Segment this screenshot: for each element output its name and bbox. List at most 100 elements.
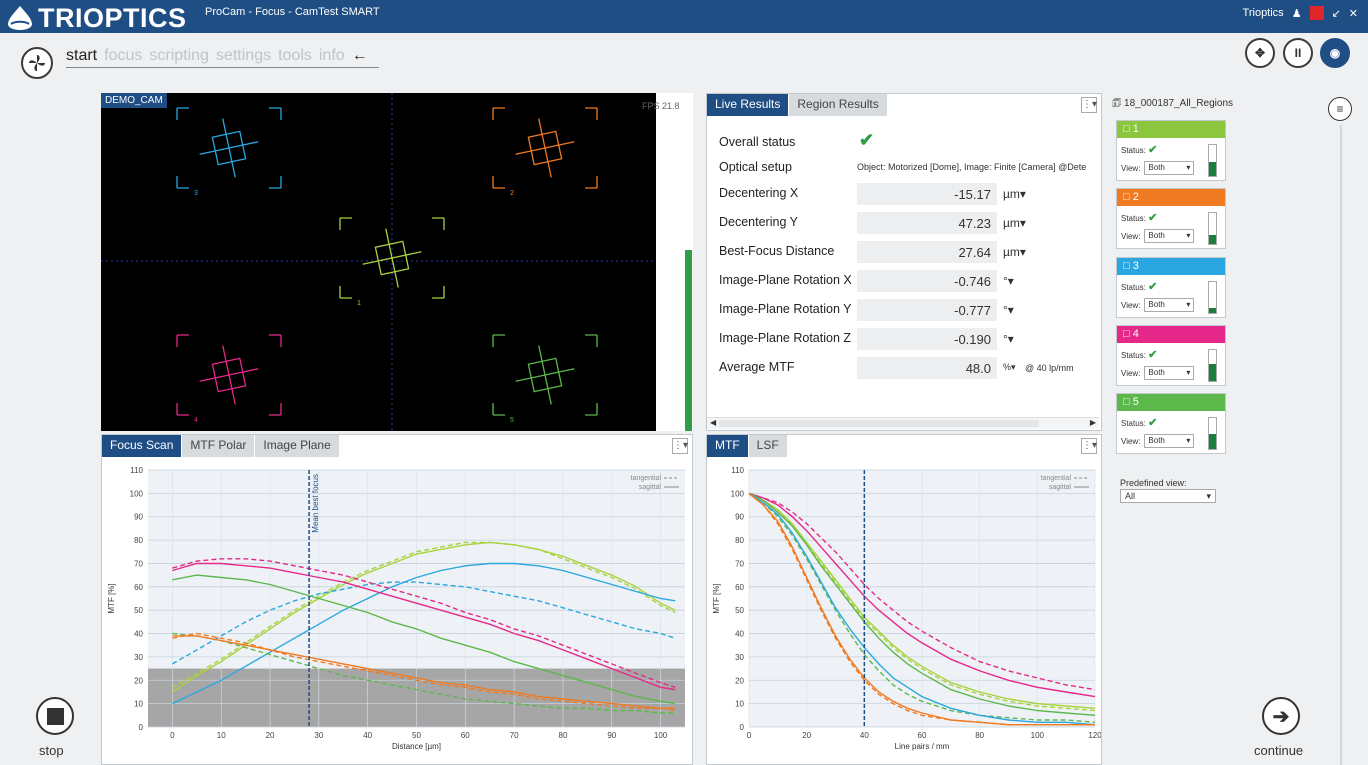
menu-scripting[interactable]: scripting [149, 47, 209, 64]
tab-mtf-polar[interactable]: MTF Polar [182, 435, 256, 457]
region-card-4[interactable]: □ 4 Status: ✔ View: Both ▾ [1116, 325, 1226, 386]
best-focus-unit[interactable]: µm▾ [1003, 245, 1026, 259]
stop-button[interactable] [36, 697, 74, 735]
region-card-5[interactable]: □ 5 Status: ✔ View: Both ▾ [1116, 393, 1226, 454]
menu-tools[interactable]: tools [278, 47, 312, 64]
region-status-label: Status: [1121, 146, 1146, 155]
y-tick-label: 50 [735, 606, 744, 615]
chevron-down-icon: ▾ [1186, 163, 1191, 172]
series-line [748, 492, 1096, 691]
region-header-3: □ 3 [1117, 258, 1225, 275]
predefined-view-select[interactable]: All ▾ [1120, 489, 1216, 503]
tab-focus-scan[interactable]: Focus Scan [102, 435, 183, 457]
rotation-x-label: Image-Plane Rotation X [719, 273, 852, 287]
x-tick-label: 90 [607, 731, 616, 740]
average-mtf-unit[interactable]: %▾ [1003, 362, 1016, 372]
region-view-select-4[interactable]: Both ▾ [1144, 366, 1195, 380]
chevron-down-icon: ▾ [1206, 491, 1211, 501]
region-view-value: Both [1148, 163, 1165, 172]
region-file-name: 18_000187_All_Regions [1124, 98, 1234, 109]
tab-mtf[interactable]: MTF [707, 435, 749, 457]
decentering-y-value: 47.23 [857, 212, 997, 234]
scroll-right-icon[interactable]: ▶ [1089, 418, 1096, 427]
y-tick-label: 40 [134, 630, 143, 639]
best-focus-value: 27.64 [857, 241, 997, 263]
x-tick-label: 30 [314, 731, 323, 740]
series-line [172, 558, 676, 688]
scroll-thumb[interactable] [719, 420, 1039, 427]
menu-start[interactable]: start [66, 47, 98, 64]
menu-info[interactable]: info [318, 47, 345, 64]
y-tick-label: 30 [134, 653, 143, 662]
panel-menu-icon[interactable]: ⋮▾ [1081, 438, 1097, 454]
rotation-x-unit[interactable]: °▾ [1003, 274, 1014, 288]
focus-scan-chart[interactable]: 0 10 20 30 40 50 60 70 80 90 100 110 0 10 20 30 40 50 60 70… [102, 458, 692, 765]
region-card-2[interactable]: □ 2 Status: ✔ View: Both ▾ [1116, 188, 1226, 249]
y-tick-label: 90 [134, 513, 143, 522]
alert-indicator[interactable] [1309, 6, 1324, 20]
camera-view[interactable]: 3 2 1 4 5 DEMO_CAM FPS 21.8 [101, 93, 693, 431]
x-tick-label: 0 [747, 731, 752, 740]
target-crosshair [515, 345, 575, 405]
legend-tangential: tangential [1041, 475, 1072, 482]
rotation-z-unit[interactable]: °▾ [1003, 332, 1014, 346]
decentering-y-unit[interactable]: µm▾ [1003, 216, 1026, 230]
series-line [172, 632, 676, 714]
camera-level-bar [685, 250, 692, 431]
right-scroll-track[interactable] [1340, 125, 1342, 765]
back-arrow-icon[interactable]: ← [351, 47, 368, 64]
region-id-1: 1 [1132, 123, 1139, 135]
user-name[interactable]: Trioptics [1242, 7, 1284, 19]
region-header-5: □ 5 [1117, 394, 1225, 411]
menu-underline [66, 67, 379, 68]
scroll-left-icon[interactable]: ◀ [710, 418, 717, 427]
home-fan-button[interactable] [21, 47, 53, 79]
region-view-label: View: [1121, 163, 1141, 173]
menu-settings[interactable]: settings [215, 47, 272, 64]
target-label: 3 [194, 190, 198, 197]
region-view-select-2[interactable]: Both ▾ [1144, 229, 1195, 243]
continue-button[interactable]: ➔ [1262, 697, 1300, 735]
region-file[interactable]: 🗊 18_000187_All_Regions [1112, 96, 1233, 113]
tab-lsf[interactable]: LSF [748, 435, 788, 457]
region-meter-fill [1209, 162, 1216, 176]
camera-button[interactable]: ◉ [1320, 38, 1350, 68]
region-view-select-3[interactable]: Both ▾ [1144, 298, 1195, 312]
tab-region-results[interactable]: Region Results [789, 94, 888, 116]
y-tick-label: 80 [134, 536, 143, 545]
camera-icon: ◉ [1329, 46, 1341, 60]
series-line [172, 562, 676, 691]
region-view-label: View: [1121, 368, 1141, 378]
horizontal-scrollbar[interactable]: ◀ ▶ [707, 417, 1099, 429]
tab-image-plane[interactable]: Image Plane [255, 435, 340, 457]
target-label: 5 [510, 417, 514, 424]
mtf-chart[interactable]: 0 10 20 30 40 50 60 70 80 90 100 110 0 20 40 60 80 100 120… [707, 458, 1101, 765]
rotation-y-unit[interactable]: °▾ [1003, 303, 1014, 317]
decentering-x-value: -15.17 [857, 183, 997, 205]
series-line [748, 492, 1096, 716]
menu-focus[interactable]: focus [104, 47, 143, 64]
y-tick-label: 110 [731, 466, 744, 475]
list-menu-button[interactable]: ≡ [1328, 97, 1352, 121]
stop-label: stop [39, 743, 64, 758]
panel-menu-icon[interactable]: ⋮▾ [672, 438, 688, 454]
region-view-select-1[interactable]: Both ▾ [1144, 161, 1195, 175]
legend-tangential: tangential [631, 475, 662, 482]
region-card-1[interactable]: □ 1 Status: ✔ View: Both ▾ [1116, 120, 1226, 181]
region-view-select-5[interactable]: Both ▾ [1144, 434, 1195, 448]
restore-icon[interactable]: ↙ [1331, 7, 1341, 20]
tab-live-results[interactable]: Live Results [707, 94, 790, 116]
x-tick-label: 70 [510, 731, 519, 740]
decentering-x-unit[interactable]: µm▾ [1003, 187, 1026, 201]
region-view-3: View: Both ▾ [1121, 298, 1195, 312]
region-card-3[interactable]: □ 3 Status: ✔ View: Both ▾ [1116, 257, 1226, 318]
panel-menu-icon[interactable]: ⋮▾ [1081, 97, 1097, 113]
region-view-label: View: [1121, 231, 1141, 241]
target-bracket [176, 334, 282, 416]
close-icon[interactable]: ✕ [1348, 7, 1358, 20]
move-button[interactable]: ✥ [1245, 38, 1275, 68]
region-status-2: Status: ✔ [1121, 211, 1157, 224]
region-header-1: □ 1 [1117, 121, 1225, 138]
x-tick-label: 10 [217, 731, 226, 740]
pause-button[interactable]: II [1283, 38, 1313, 68]
